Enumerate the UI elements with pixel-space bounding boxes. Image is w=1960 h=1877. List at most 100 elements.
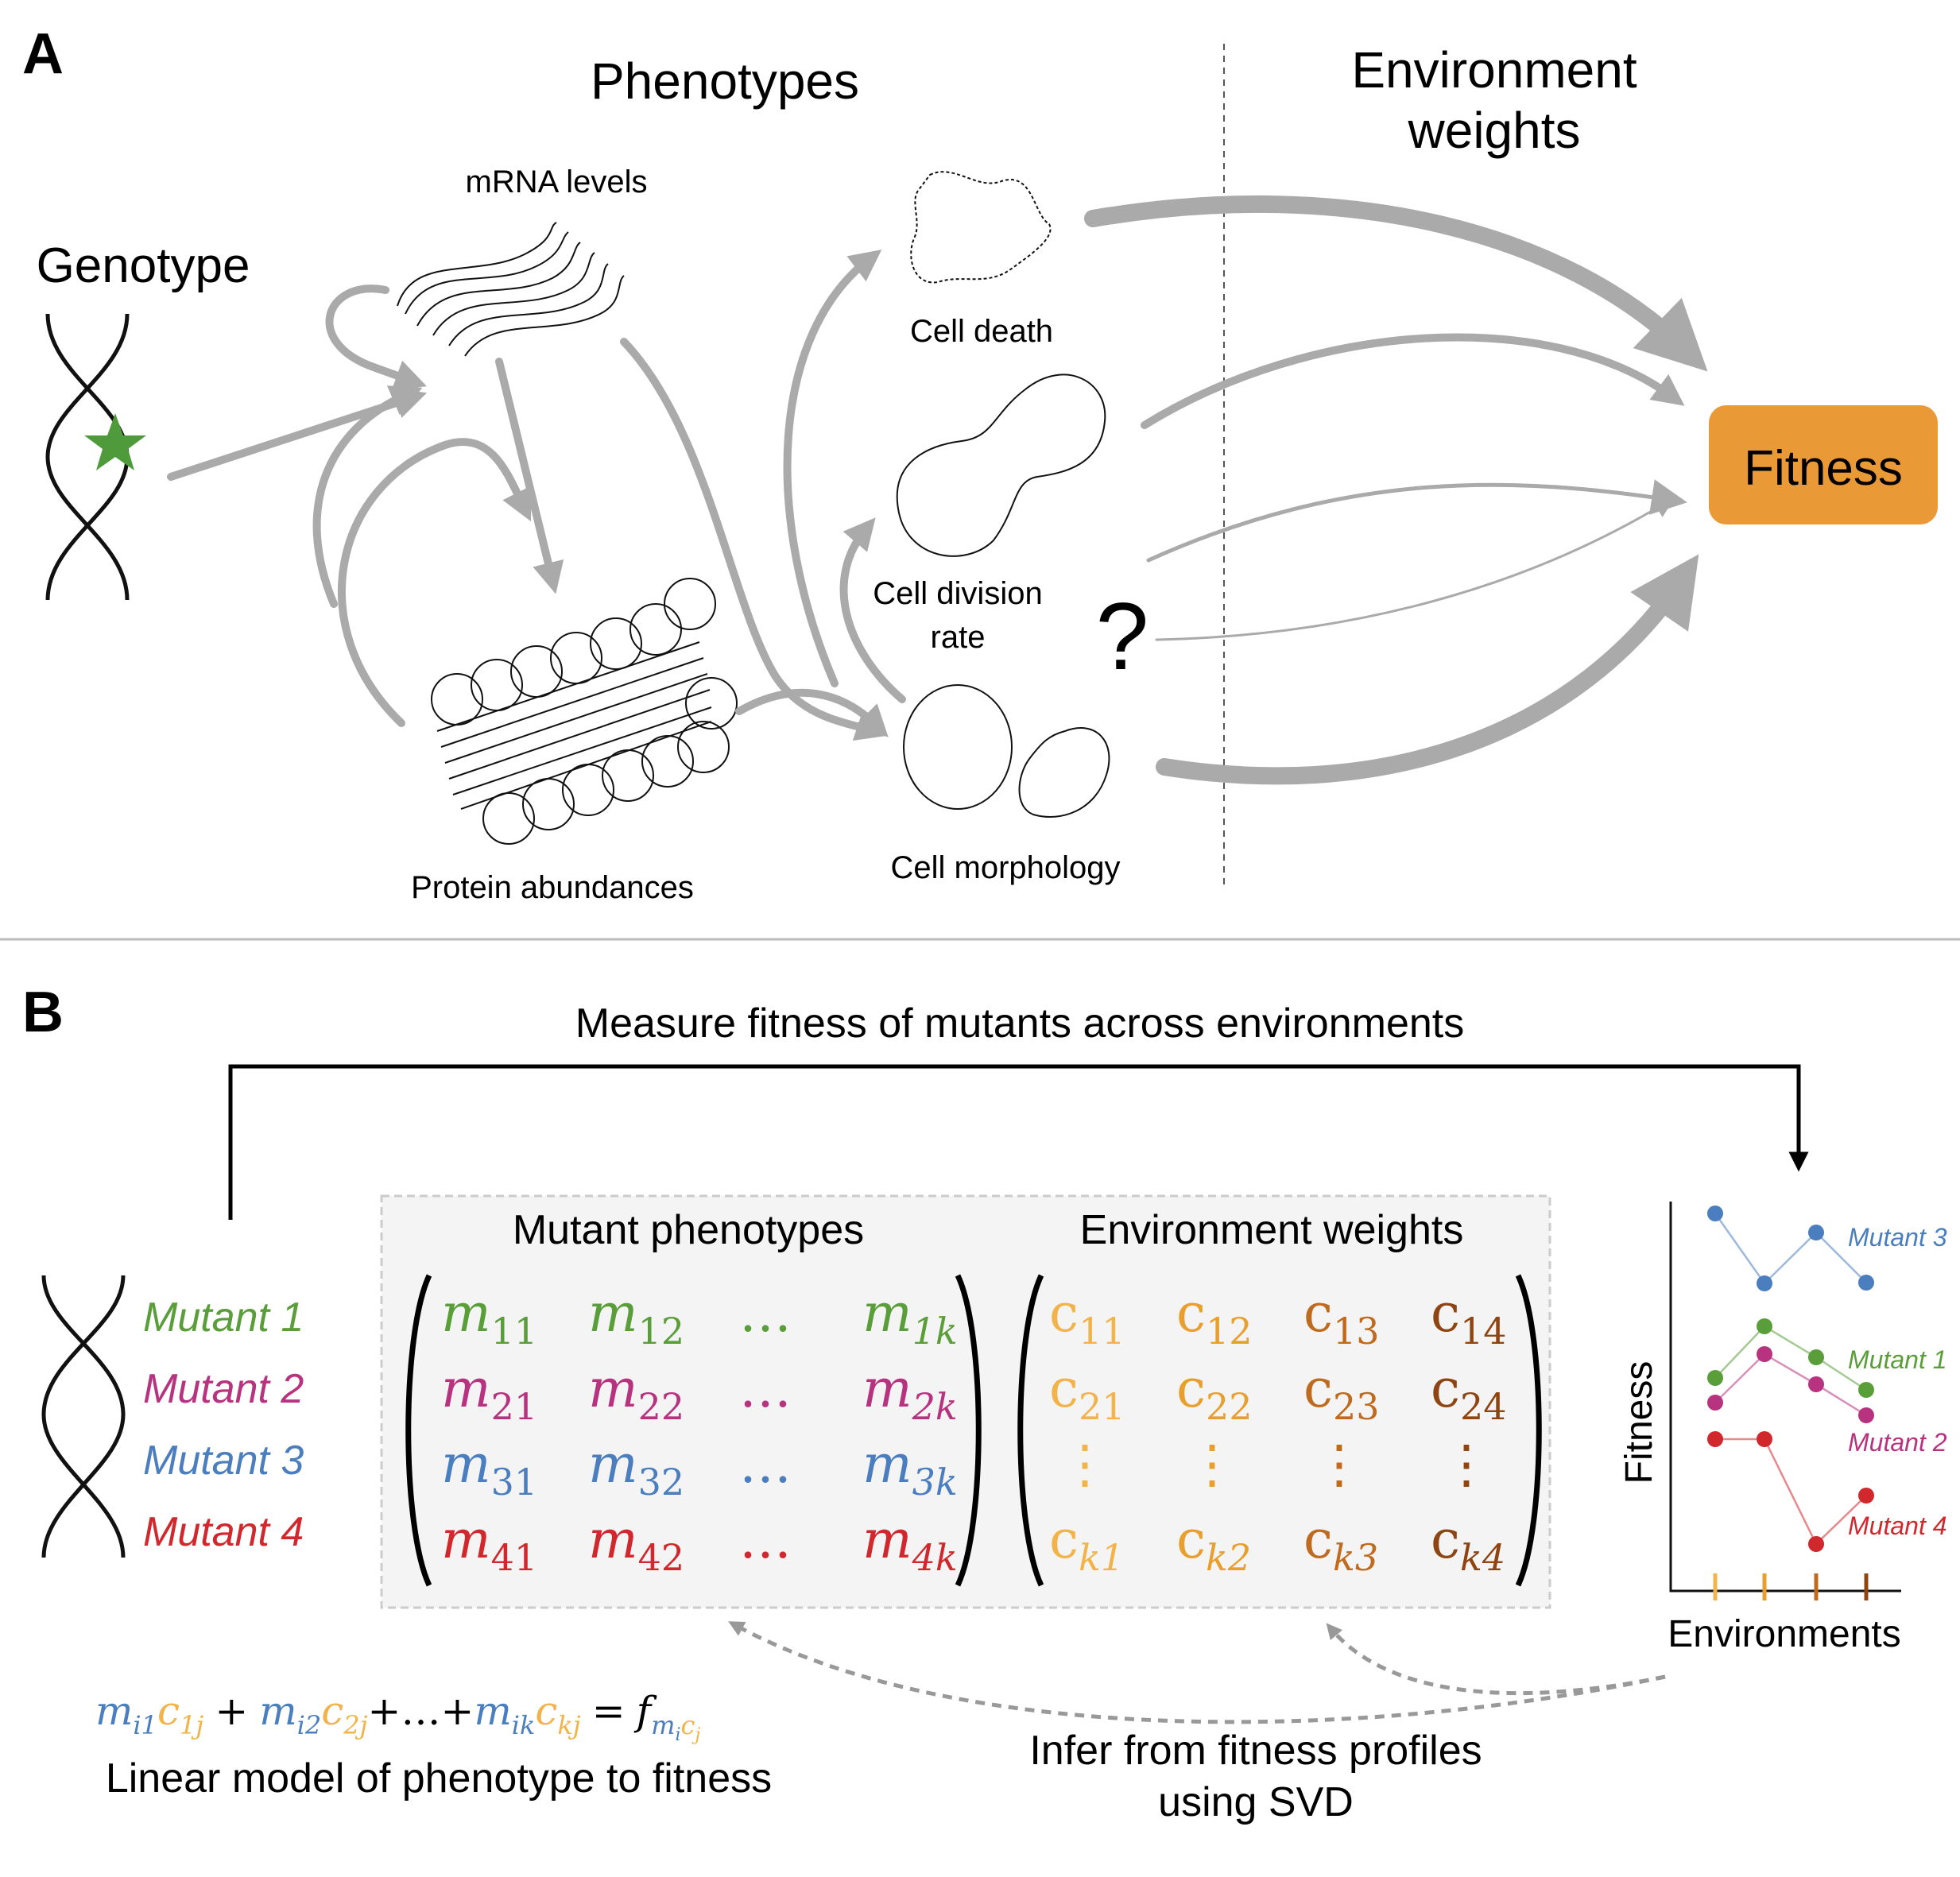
m-cell-r2-c3: … [739,1358,792,1419]
c-cell-r2-c3: c23 [1303,1358,1380,1428]
cell-death-icon [910,171,1052,284]
c-cell-r3-c2: ⋮ [1186,1434,1238,1495]
eq-f-sub-i: i [675,1725,680,1745]
eq-dots: … [401,1688,440,1734]
point-mutant-4-env-4 [1858,1488,1874,1504]
m-cell-r4-c1: m41 [441,1509,537,1579]
c-matrix-brackets [1017,1274,1542,1587]
c-cell-r4-c4: ck4 [1431,1509,1505,1579]
plot-y-label: Fitness [1618,1361,1660,1484]
point-mutant-2-env-2 [1757,1346,1772,1362]
eq-m2: m [259,1688,296,1734]
series-line-mutant-3 [1714,1213,1867,1285]
mrna-label: mRNA levels [466,164,648,199]
plot-x-label: Environments [1668,1613,1900,1655]
mutant-2-label: Mutant 2 [143,1366,304,1412]
infer-arrow-to-mutant-phenotypes [728,1621,1666,1724]
panel-a-letter: A [22,22,64,86]
m-cell-r3-c4: m3k [862,1434,958,1504]
c-cell-r3-c1: ⋮ [1059,1434,1111,1495]
cell-morphology-icon-small [1018,727,1110,818]
c-cell-r4-c3: ck3 [1303,1509,1378,1579]
eq-c2: c [321,1688,343,1734]
fitness-profile-plot: Fitness Environments [1618,1202,1947,1655]
arrow-mrna-to-cell-phenotypes [620,338,889,741]
series-mutant-1 [1707,1318,1874,1398]
plot-label-mutant-1: Mutant 1 [1848,1345,1947,1374]
point-mutant-3-env-2 [1757,1275,1772,1291]
environment-weights-title-line2: weights [1408,102,1581,159]
m-matrix-brackets [405,1274,982,1587]
arrow-protein-to-morphology [735,688,889,737]
environment-weights-title-line1: Environment [1351,41,1637,99]
point-mutant-4-env-3 [1808,1536,1824,1552]
measure-fitness-label: Measure fitness of mutants across enviro… [575,1000,1464,1047]
unknown-question-mark: ? [1096,583,1149,690]
cell-division-label-line2: rate [931,620,986,655]
point-mutant-1-env-3 [1808,1349,1824,1365]
series-line-mutant-1 [1714,1325,1867,1391]
eq-f-sub-c: c [681,1710,695,1740]
panel-a: A Phenotypes Environment weights Genotyp… [22,22,1938,905]
arrow-unknown-phenotype-to-fitness [1146,479,1687,563]
series-mutant-4 [1707,1431,1874,1552]
eq-plus-1: + [215,1688,248,1734]
arrow-protein-feedback [338,438,532,727]
m-cell-r2-c2: m22 [588,1358,684,1428]
mrna-icon [397,222,625,357]
eq-mk: m [474,1688,511,1734]
point-mutant-1-env-1 [1707,1370,1723,1386]
c-cell-r1-c1: c11 [1049,1283,1125,1353]
cell-morphology-icon-large [903,684,1013,810]
point-mutant-2-env-1 [1707,1395,1723,1411]
eq-m2-sub: i2 [297,1710,322,1740]
arrow-cell-morphology-to-fitness [1156,554,1699,785]
c-cell-r2-c4: c24 [1431,1358,1507,1428]
point-mutant-4-env-1 [1707,1431,1723,1447]
eq-equals: = [592,1688,626,1734]
infer-label-line2: using SVD [1158,1779,1354,1825]
point-mutant-2-env-4 [1858,1407,1874,1423]
arrow-cell-death-to-fitness [1084,195,1708,372]
c-cell-r4-c2: ck2 [1176,1509,1251,1579]
point-mutant-2-env-3 [1808,1376,1824,1392]
series-mutant-3 [1707,1206,1874,1291]
c-cell-r3-c4: ⋮ [1440,1434,1493,1495]
m-cell-r1-c2: m12 [588,1283,684,1353]
cell-division-label-line1: Cell division [873,576,1042,611]
eq-m1: m [95,1688,133,1734]
phenotypes-title: Phenotypes [591,52,859,110]
eq-mk-sub: ik [512,1710,536,1740]
eq-plus-2: + [368,1688,401,1734]
infer-label-line1: Infer from fitness profiles [1029,1728,1482,1774]
m-cell-r3-c2: m32 [588,1434,684,1504]
protein-icon [431,578,738,845]
m-cell-r1-c3: … [739,1283,792,1344]
m-cell-r3-c3: … [739,1434,792,1495]
c-cell-r1-c2: c12 [1176,1283,1253,1353]
plot-label-mutant-4: Mutant 4 [1848,1511,1947,1540]
fitness-box [1709,405,1938,524]
arrow-mrna-self-loop [325,284,427,391]
m-cell-r4-c4: m4k [862,1509,958,1579]
plot-axes [1669,1202,1901,1593]
point-mutant-3-env-4 [1858,1275,1874,1291]
series-mutant-2 [1707,1346,1874,1423]
m-cell-r3-c1: m31 [441,1434,537,1504]
mutant-4-label: Mutant 4 [143,1509,304,1555]
mutant-phenotypes-title: Mutant phenotypes [513,1207,864,1253]
m-cell-r1-c1: m11 [441,1283,537,1353]
env-ticks [1713,1573,1869,1600]
eq-c1: c [157,1688,180,1734]
arrow-mrna-to-protein [495,358,564,594]
series-line-mutant-4 [1715,1438,1867,1546]
eq-m1-sub: i1 [133,1710,157,1740]
c-cell-r4-c1: ck1 [1049,1509,1124,1579]
eq-f-sub-m: m [651,1710,675,1740]
eq-plus-3: + [440,1688,474,1734]
m-matrix: m11 m12 … m1k m21 m22 … m2k m31 m32 … m3k m41 m42 … m4k [441,1283,958,1579]
mutant-labels: Mutant 1 Mutant 2 Mutant 3 Mutant 4 [143,1295,304,1555]
eq-c2-sub: 2j [343,1710,367,1740]
point-mutant-1-env-4 [1858,1382,1874,1398]
